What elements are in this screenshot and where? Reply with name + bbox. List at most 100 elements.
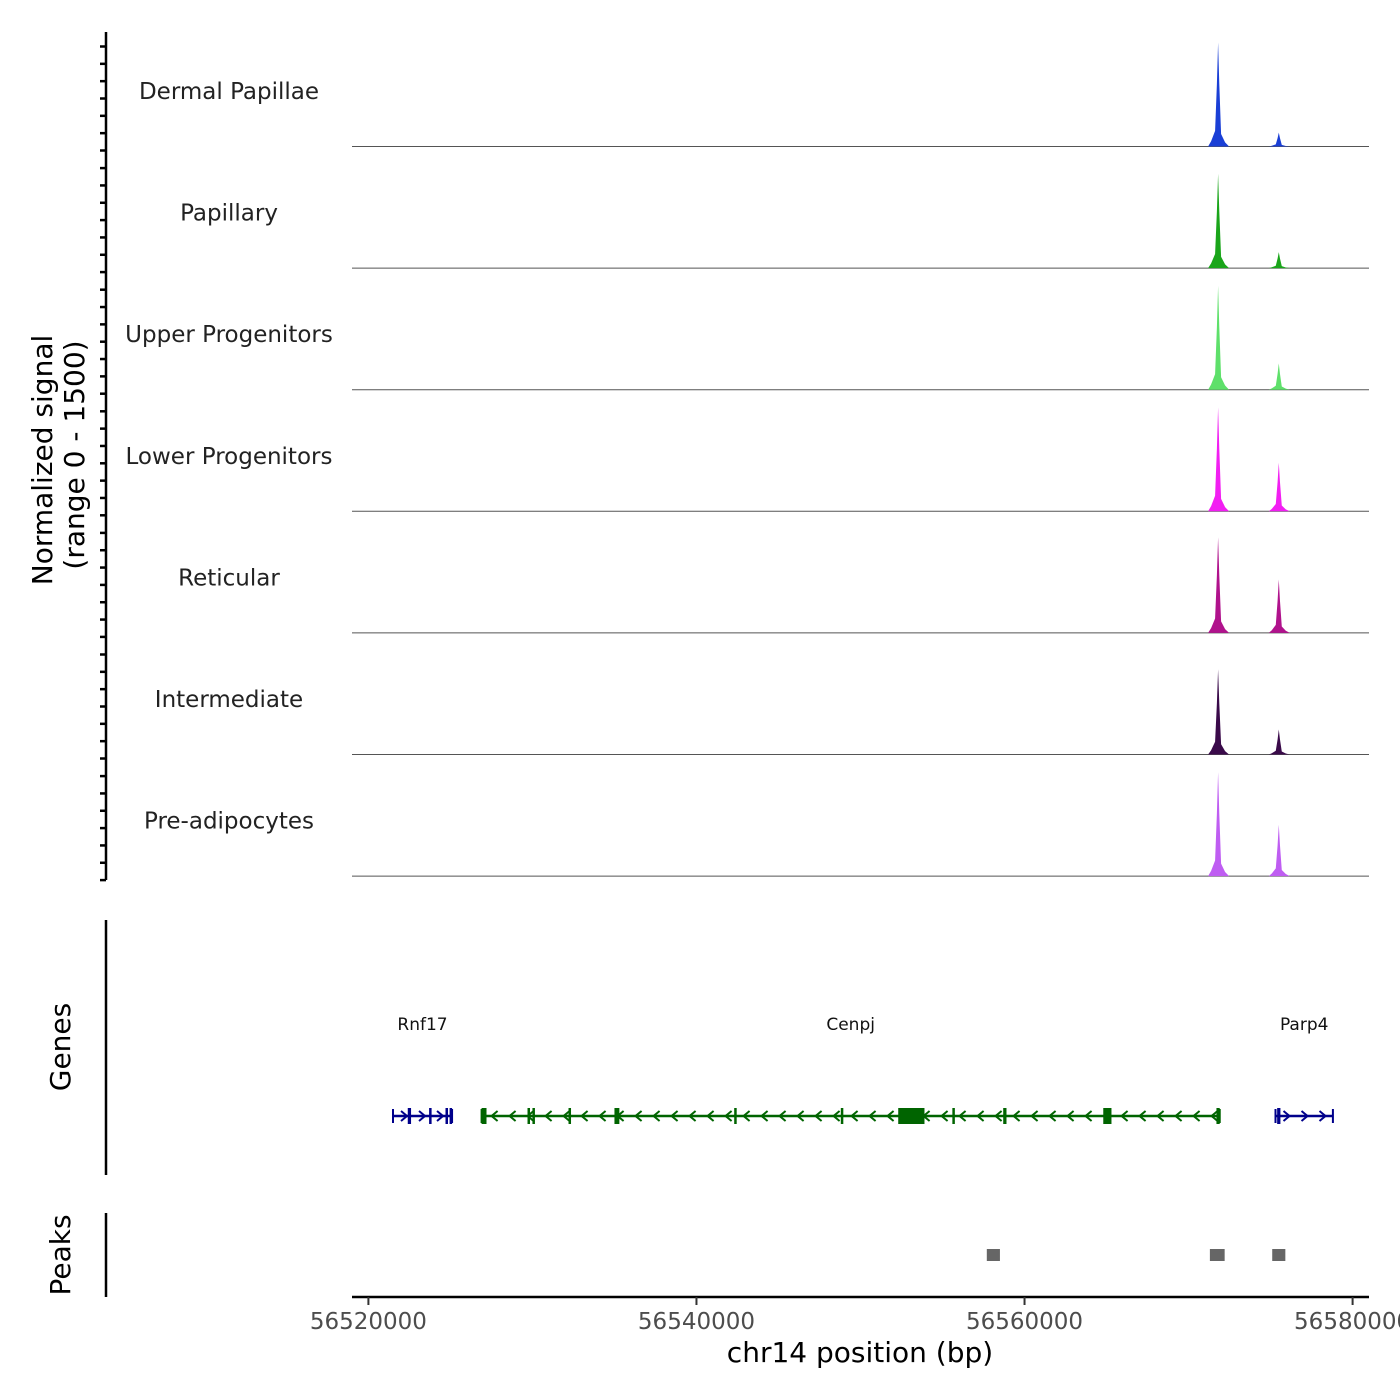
strand-arrow [508, 1110, 517, 1122]
x-tick-label: 56580000 [1294, 1309, 1400, 1335]
exon [614, 1108, 620, 1124]
strand-arrow [1174, 1110, 1183, 1122]
strand-arrow [724, 1110, 733, 1122]
exon [568, 1108, 572, 1124]
gene-label: Parp4 [1280, 1015, 1329, 1035]
signal-peak [1208, 407, 1230, 512]
strand-arrow [1012, 1110, 1021, 1122]
y-axis-subtitle: (range 0 - 1500) [58, 340, 91, 569]
strand-arrow [1084, 1110, 1093, 1122]
x-tick-label: 56520000 [310, 1309, 427, 1335]
signal-peak [1268, 363, 1290, 390]
exon [449, 1108, 453, 1124]
strand-arrow [634, 1110, 643, 1122]
strand-arrow [796, 1110, 805, 1122]
exon [1277, 1108, 1281, 1124]
exon [445, 1108, 448, 1124]
genes-track-label: Genes [44, 1003, 77, 1091]
exon [1003, 1108, 1007, 1124]
peak-region [1209, 1249, 1225, 1261]
strand-arrow [1156, 1110, 1165, 1122]
strand-arrow [1300, 1110, 1310, 1122]
signal-peak [1208, 537, 1230, 633]
strand-arrow [1210, 1110, 1219, 1122]
strand-arrow [958, 1110, 967, 1122]
gene-label: Rnf17 [397, 1015, 447, 1035]
strand-arrow [580, 1110, 589, 1122]
track-label: Lower Progenitors [126, 444, 333, 470]
strand-arrow [1048, 1110, 1057, 1122]
track-label: Pre-adipocytes [144, 809, 314, 835]
track-pre-adipocytes: Pre-adipocytes [144, 772, 1369, 877]
exon [407, 1108, 412, 1124]
exon [898, 1108, 925, 1124]
strand-arrow [688, 1110, 697, 1122]
x-axis-title: chr14 position (bp) [727, 1336, 993, 1369]
strand-arrow [1318, 1110, 1328, 1122]
strand-arrow [400, 1110, 409, 1122]
strand-arrow [652, 1110, 661, 1122]
x-tick-label: 56540000 [638, 1309, 755, 1335]
strand-arrow [1192, 1110, 1201, 1122]
strand-arrow [418, 1110, 427, 1122]
track-upper-progenitors: Upper Progenitors [125, 285, 1369, 391]
track-intermediate: Intermediate [155, 669, 1369, 755]
exon [1103, 1108, 1112, 1124]
exon [527, 1108, 531, 1124]
strand-arrow [562, 1110, 571, 1122]
genes-track: Rnf17 Cenpj Parp4 [392, 1015, 1334, 1124]
strand-arrow [976, 1110, 985, 1122]
signal-peak [1268, 252, 1290, 269]
track-papillary: Papillary [180, 173, 1369, 269]
strand-arrow [742, 1110, 751, 1122]
exon [734, 1108, 737, 1124]
exon [952, 1108, 955, 1124]
strand-arrow [778, 1110, 787, 1122]
strand-arrow [1138, 1110, 1147, 1122]
strand-arrow [436, 1110, 445, 1122]
signal-peak [1268, 824, 1290, 877]
signal-peak [1268, 729, 1290, 755]
signal-peak [1208, 285, 1230, 390]
strand-arrow [490, 1110, 499, 1122]
exon [532, 1108, 535, 1124]
track-label: Papillary [180, 201, 278, 227]
strand-arrow [850, 1110, 859, 1122]
peak-region [1272, 1249, 1286, 1261]
signal-peak [1268, 132, 1290, 147]
strand-arrow [886, 1110, 895, 1122]
signal-y-ticks [100, 45, 106, 882]
strand-arrow [814, 1110, 823, 1122]
strand-arrow [760, 1110, 769, 1122]
gene-cenpj: Cenpj [480, 1015, 1221, 1124]
track-label: Dermal Papillae [139, 79, 319, 105]
signal-peak [1268, 579, 1290, 633]
strand-arrow [1066, 1110, 1075, 1122]
strand-arrow [868, 1110, 877, 1122]
signal-peak [1268, 462, 1290, 512]
peak-region [986, 1249, 1000, 1261]
strand-arrow [1120, 1110, 1129, 1122]
gene-rnf17: Rnf17 [392, 1015, 454, 1124]
gene-label: Cenpj [826, 1015, 875, 1035]
exon [429, 1108, 432, 1124]
peaks-track-label: Peaks [44, 1214, 77, 1295]
peaks-track [986, 1249, 1286, 1261]
strand-arrow [994, 1110, 1003, 1122]
strand-arrow [832, 1110, 841, 1122]
signal-peak [1208, 669, 1230, 755]
track-label: Reticular [178, 565, 280, 591]
track-reticular: Reticular [178, 537, 1369, 634]
exon [481, 1108, 487, 1124]
signal-peak [1208, 42, 1230, 147]
strand-arrow [670, 1110, 679, 1122]
track-label: Intermediate [155, 687, 303, 713]
signal-peak [1208, 772, 1230, 877]
strand-arrow [544, 1110, 553, 1122]
track-dermal-papillae: Dermal Papillae [139, 42, 1369, 147]
exon [840, 1108, 844, 1124]
track-lower-progenitors: Lower Progenitors [126, 407, 1369, 512]
strand-arrow [1030, 1110, 1039, 1122]
gene-parp4: Parp4 [1274, 1015, 1334, 1124]
strand-arrow [598, 1110, 607, 1122]
